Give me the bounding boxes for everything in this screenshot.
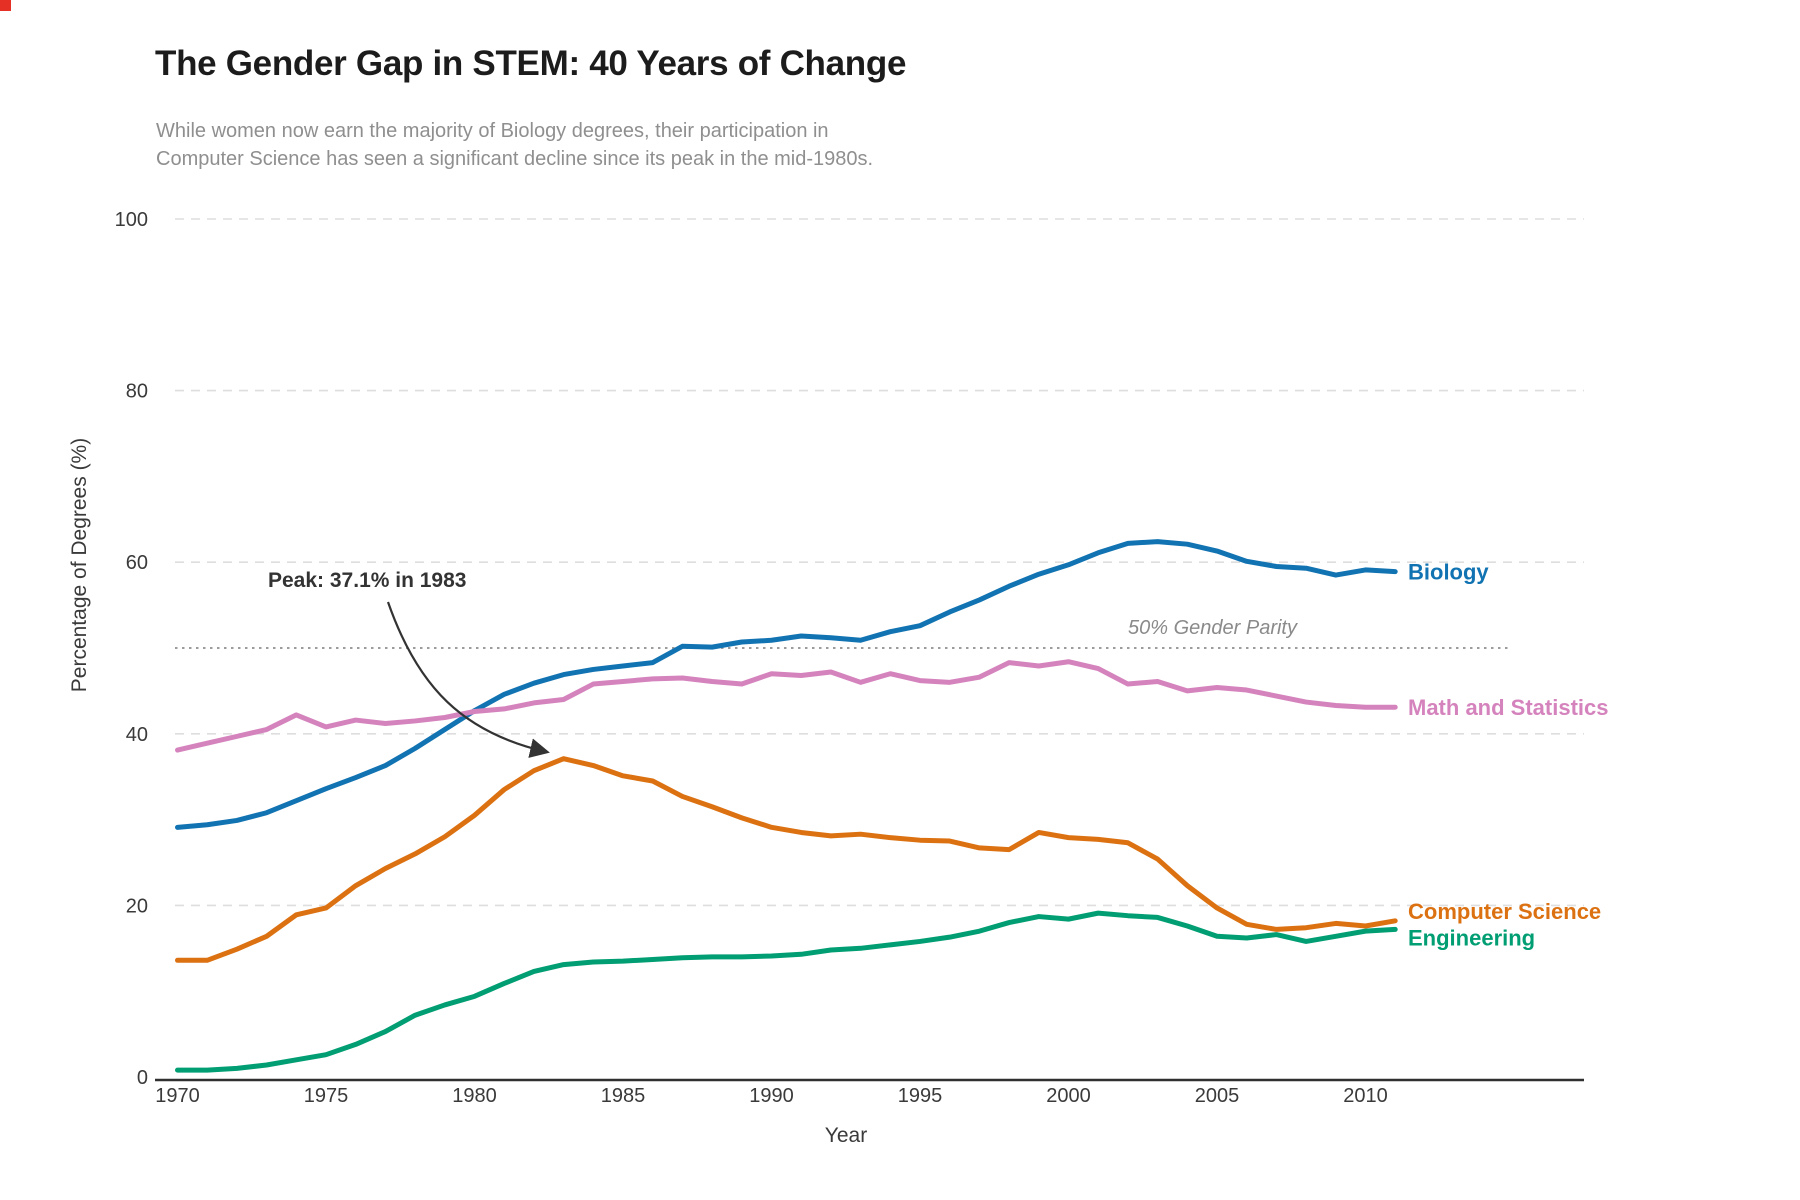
x-tick-label-1990: 1990 <box>749 1085 794 1107</box>
x-tick-label-1980: 1980 <box>452 1085 497 1107</box>
series-label-biology: Biology <box>1408 560 1489 585</box>
series-line-biology <box>175 539 1398 830</box>
parity-reference-label: 50% Gender Parity <box>1128 617 1298 639</box>
series-label-math-and-statistics: Math and Statistics <box>1408 695 1608 720</box>
x-tick-label-1970: 1970 <box>155 1085 200 1107</box>
y-axis-title: Percentage of Degrees (%) <box>68 438 91 692</box>
peak-annotation-text: Peak: 37.1% in 1983 <box>268 569 466 592</box>
x-tick-label-2005: 2005 <box>1195 1085 1240 1107</box>
chart-title: The Gender Gap in STEM: 40 Years of Chan… <box>155 44 907 83</box>
series-end-labels: Biology Math and Statistics Computer Scien… <box>1408 560 1608 951</box>
x-tick-label-1985: 1985 <box>601 1085 646 1107</box>
gridlines <box>155 218 1584 1082</box>
y-tick-labels: 0 20 40 60 80 100 <box>115 209 148 1089</box>
x-tick-label-1975: 1975 <box>304 1085 349 1107</box>
x-tick-label-2000: 2000 <box>1046 1085 1091 1107</box>
x-tick-label-2010: 2010 <box>1343 1085 1388 1107</box>
x-tick-labels: 1970 1975 1980 1985 1990 1995 2000 2005 2010 <box>155 1085 1388 1107</box>
chart-subtitle-line2: Computer Science has seen a significant … <box>156 148 874 170</box>
y-tick-label-60: 60 <box>126 552 148 574</box>
chart-subtitle: While women now earn the majority of Bio… <box>156 117 873 173</box>
corner-pixel-artifact <box>0 0 11 11</box>
series-line-engineering <box>175 910 1398 1073</box>
y-tick-label-0: 0 <box>137 1067 148 1089</box>
y-tick-label-80: 80 <box>126 381 148 403</box>
y-tick-label-40: 40 <box>126 724 148 746</box>
series-lines <box>175 539 1398 1073</box>
y-tick-label-100: 100 <box>115 209 148 231</box>
series-line-math-and-statistics <box>175 659 1398 753</box>
series-label-engineering: Engineering <box>1408 925 1535 950</box>
series-line-computer-science <box>175 756 1398 963</box>
series-label-computer-science: Computer Science <box>1408 899 1601 924</box>
chart-subtitle-line1: While women now earn the majority of Bio… <box>156 120 829 142</box>
x-tick-label-1995: 1995 <box>898 1085 943 1107</box>
y-tick-label-20: 20 <box>126 895 148 917</box>
x-axis-title: Year <box>825 1124 867 1147</box>
peak-annotation-arrow-icon <box>386 601 550 758</box>
